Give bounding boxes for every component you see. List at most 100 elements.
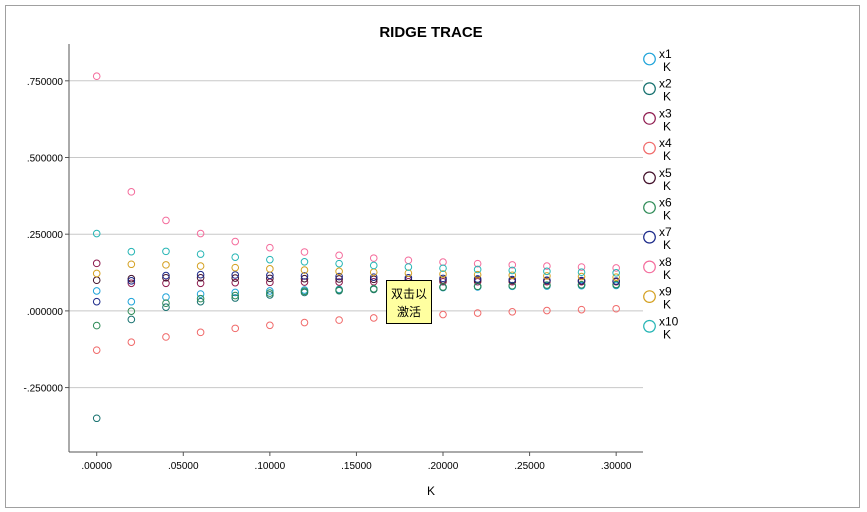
- point-x10: [266, 255, 274, 264]
- point-x9: [300, 266, 309, 274]
- point-x9: [439, 270, 447, 278]
- point-x8: [404, 256, 413, 265]
- y-tick-label: .250000: [27, 230, 64, 241]
- legend-label-x9: x9: [659, 285, 672, 299]
- point-x8: [335, 251, 343, 260]
- point-x3: [92, 259, 101, 268]
- point-x5: [335, 275, 343, 283]
- point-x10: [127, 247, 136, 256]
- point-x4: [266, 321, 274, 330]
- point-x10: [231, 253, 240, 262]
- point-x6: [300, 287, 309, 296]
- point-x9: [92, 269, 101, 278]
- point-x10: [473, 265, 482, 274]
- point-x6: [196, 294, 205, 303]
- point-x7: [335, 272, 343, 281]
- point-x9: [162, 261, 170, 269]
- legend-marker-x3: [643, 111, 656, 125]
- point-x8: [612, 264, 620, 272]
- point-x3: [335, 278, 343, 286]
- point-x1: [266, 287, 274, 295]
- x-tick-label: .00000: [81, 461, 112, 472]
- point-x5: [92, 276, 101, 285]
- point-x9: [543, 272, 551, 280]
- point-x10: [404, 263, 413, 271]
- point-x6: [127, 307, 136, 315]
- point-x6: [473, 282, 482, 291]
- point-x6: [162, 299, 170, 308]
- point-x8: [300, 248, 309, 256]
- point-x8: [231, 237, 240, 246]
- point-x1: [127, 297, 136, 306]
- point-x7: [231, 271, 240, 279]
- point-x7: [196, 270, 205, 279]
- activate-tooltip[interactable]: 双击以 激活: [386, 280, 432, 324]
- point-x7: [439, 274, 447, 283]
- point-x4: [543, 306, 551, 315]
- point-x9: [231, 263, 240, 272]
- point-x1: [92, 287, 101, 295]
- legend-label-x1: x1: [659, 47, 672, 61]
- tooltip-line-1: 双击以: [390, 287, 427, 301]
- point-x6: [369, 285, 378, 293]
- legend-sublabel-x5: K: [663, 179, 671, 193]
- legend-sublabel-x4: K: [663, 149, 671, 163]
- point-x10: [162, 247, 170, 256]
- legend-label-x7: x7: [659, 225, 672, 239]
- point-x10: [577, 268, 586, 277]
- point-x7: [612, 277, 620, 285]
- x-tick-label: .25000: [514, 461, 545, 472]
- point-x7: [473, 275, 482, 283]
- legend-sublabel-x9: K: [663, 298, 671, 312]
- point-x5: [300, 274, 309, 283]
- point-x1: [162, 293, 170, 301]
- point-x2: [127, 315, 136, 324]
- point-x10: [369, 261, 378, 270]
- point-x4: [231, 324, 240, 333]
- point-x4: [473, 309, 482, 317]
- y-tick-label: -.250000: [24, 384, 64, 395]
- point-x4: [577, 305, 586, 314]
- legend-marker-x4: [643, 141, 656, 155]
- point-x2: [162, 303, 170, 312]
- point-x9: [196, 262, 205, 270]
- point-x6: [231, 291, 240, 300]
- legend-sublabel-x7: K: [663, 238, 671, 252]
- point-x10: [92, 229, 101, 238]
- point-x2: [92, 414, 101, 423]
- point-x4: [439, 310, 447, 319]
- point-x3: [127, 279, 136, 288]
- y-tick-label: .500000: [27, 154, 64, 165]
- point-x6: [439, 283, 447, 291]
- point-x5: [127, 274, 136, 283]
- point-x6: [92, 321, 101, 330]
- legend-marker-x6: [643, 201, 656, 214]
- legend-marker-x7: [643, 230, 656, 244]
- point-x8: [543, 262, 551, 270]
- legend-label-x3: x3: [659, 106, 672, 120]
- point-x4: [369, 314, 378, 322]
- point-x3: [231, 278, 240, 287]
- point-x7: [92, 297, 101, 306]
- point-x9: [127, 260, 136, 269]
- point-x3: [196, 279, 205, 288]
- chart-title: RIDGE TRACE: [379, 24, 482, 41]
- legend-sublabel-x8: K: [663, 268, 671, 282]
- y-tick-label: .750000: [27, 77, 64, 88]
- point-x10: [543, 267, 551, 276]
- point-x8: [473, 259, 482, 268]
- x-tick-label: .15000: [341, 461, 372, 472]
- point-x5: [196, 273, 205, 282]
- point-x8: [266, 243, 274, 252]
- point-x4: [612, 304, 620, 313]
- point-x7: [543, 276, 551, 285]
- legend-sublabel-x3: K: [663, 119, 671, 133]
- point-x7: [162, 271, 170, 280]
- legend-label-x4: x4: [659, 136, 672, 150]
- point-x4: [127, 338, 136, 346]
- point-x8: [369, 254, 378, 262]
- point-x10: [335, 259, 343, 268]
- point-x7: [577, 276, 586, 285]
